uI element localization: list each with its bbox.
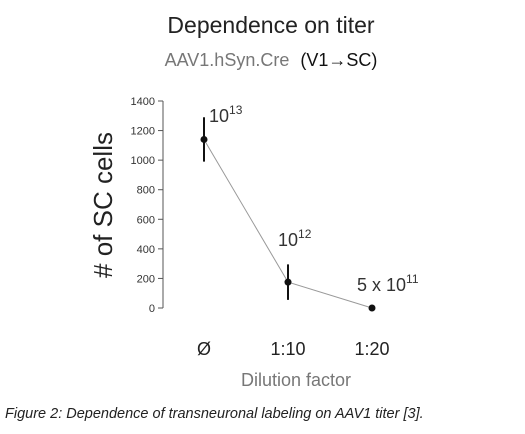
data-point <box>200 135 208 143</box>
y-tick-label: 1000 <box>131 155 155 167</box>
subtitle-route: (V1→SC) <box>300 50 377 70</box>
x-tick-label: 1:20 <box>354 339 389 359</box>
subtitle-vector: AAV1.hSyn.Cre <box>165 50 290 70</box>
annotations: 1013 1012 5 x 1011 <box>209 103 419 295</box>
data-point <box>284 278 292 286</box>
y-tick-label: 800 <box>137 185 155 197</box>
data-point <box>368 304 376 312</box>
data-annotation: 1013 <box>209 103 243 126</box>
y-tick-label: 0 <box>149 303 155 315</box>
y-tick-label: 600 <box>137 214 155 226</box>
y-tick-label: 1400 <box>131 96 155 108</box>
x-tick-label: Ø <box>197 339 211 359</box>
figure-caption: Figure 2: Dependence of transneuronal la… <box>5 406 424 422</box>
x-tick-label: 1:10 <box>270 339 305 359</box>
chart: Dependence on titer AAV1.hSyn.Cre (V1→SC… <box>88 12 419 390</box>
data-annotation: 5 x 1011 <box>357 272 419 295</box>
x-axis-ticks: Ø 1:10 1:20 <box>197 339 390 359</box>
y-axis-ticks: 0 200 400 600 800 1000 1200 1400 <box>131 96 163 315</box>
data-marks <box>200 117 376 312</box>
y-tick-label: 200 <box>137 273 155 285</box>
chart-title: Dependence on titer <box>167 12 374 38</box>
y-tick-label: 1200 <box>131 126 155 138</box>
y-tick-label: 400 <box>137 244 155 256</box>
x-axis-label: Dilution factor <box>241 370 351 390</box>
chart-subtitle: AAV1.hSyn.Cre (V1→SC) <box>165 50 378 70</box>
y-axis-label: # of SC cells <box>88 132 118 278</box>
data-annotation: 1012 <box>278 227 312 250</box>
